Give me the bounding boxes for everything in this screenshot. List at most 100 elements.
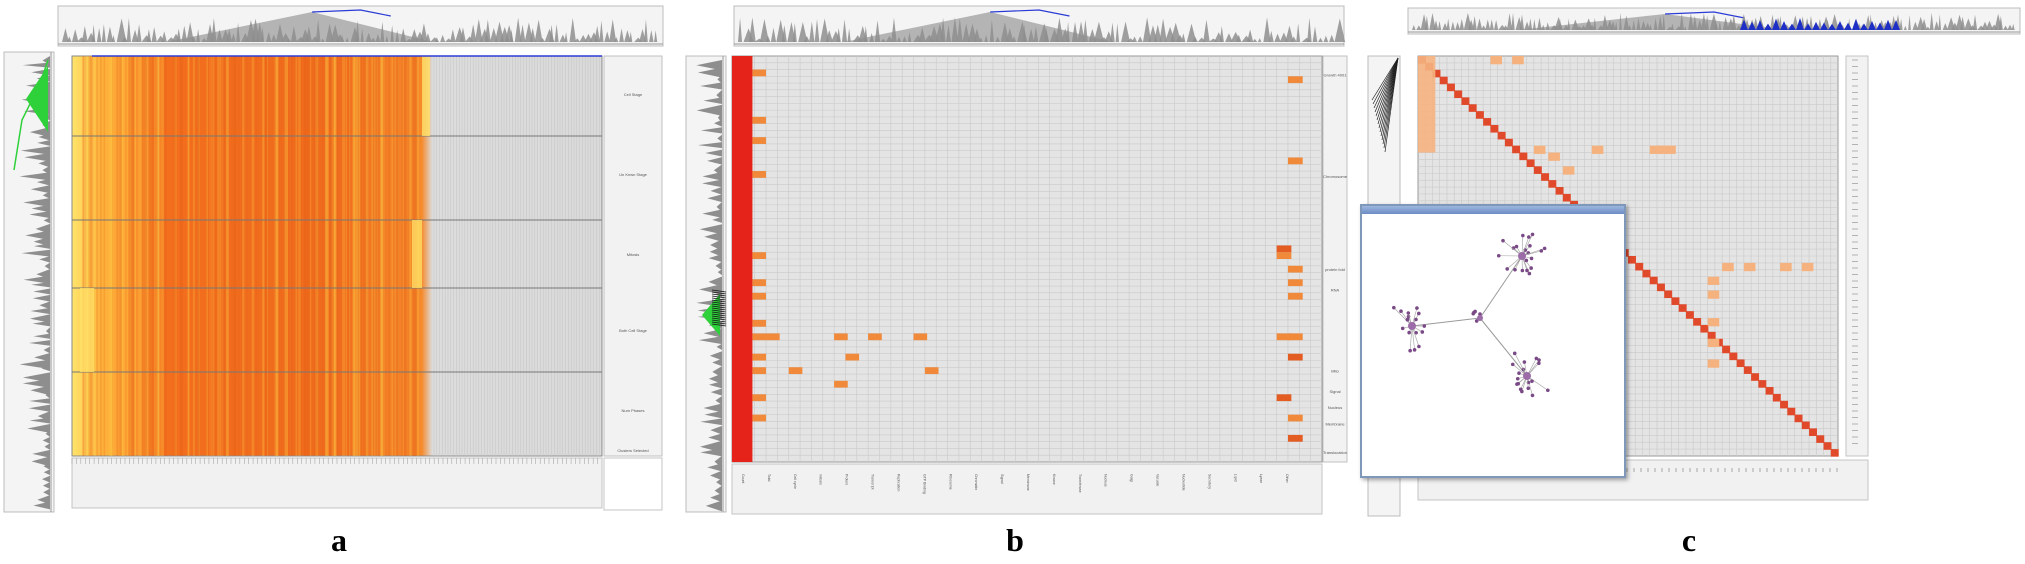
b-leaf-lines bbox=[711, 291, 727, 295]
a-heat-stripe bbox=[316, 56, 319, 456]
c-top-tree-clade bbox=[1545, 22, 1550, 30]
b-top-tree-clade bbox=[847, 28, 851, 42]
b-top-tree-clade bbox=[1257, 38, 1262, 42]
a-left-tree-clade bbox=[24, 152, 50, 162]
a-top-tree-clade bbox=[569, 17, 577, 42]
a-top-tree-clade bbox=[62, 28, 69, 42]
b-top-tree-clade bbox=[825, 30, 833, 42]
c-top-tree-clade bbox=[1511, 12, 1515, 30]
a-heat-stripe bbox=[321, 56, 324, 456]
heatmap-view[interactable]: Cell Stage Un Knwn Stage Mitosis Both Cell … bbox=[0, 0, 670, 520]
a-heat-stripe bbox=[246, 56, 248, 456]
a-heat-stripe bbox=[119, 56, 122, 456]
c-cell bbox=[1780, 262, 1792, 272]
b-leaf-lines bbox=[711, 323, 727, 327]
a-top-tree-clade bbox=[111, 35, 116, 42]
a-heat-stripe bbox=[331, 56, 334, 456]
a-heat-stripe bbox=[188, 56, 190, 456]
a-heat-stripe bbox=[102, 56, 105, 456]
b-cell bbox=[752, 367, 767, 375]
a-heat-stripe bbox=[90, 56, 94, 456]
a-top-tree-clade bbox=[619, 28, 624, 42]
c-diag-cell bbox=[1794, 414, 1803, 423]
a-top-tree-clade bbox=[96, 28, 102, 42]
a-corner-box bbox=[603, 457, 663, 511]
a-heat-stripe bbox=[277, 56, 281, 456]
b-column-label: Nucleus bbox=[1104, 474, 1108, 487]
a-left-tree-clade bbox=[33, 288, 50, 295]
a-heat-stripe bbox=[274, 56, 278, 456]
network-popup-window[interactable] bbox=[1360, 204, 1626, 478]
net-node bbox=[1417, 311, 1421, 316]
b-top-tree-clade bbox=[1296, 23, 1301, 42]
net-node bbox=[1512, 351, 1517, 356]
a-heat-stripe bbox=[156, 56, 159, 456]
b-cell bbox=[868, 333, 882, 341]
a-heat-stripe bbox=[365, 56, 368, 456]
c-top-tree-clade bbox=[1714, 21, 1718, 30]
b-cell bbox=[924, 367, 939, 375]
b-column-label: Lyase bbox=[1259, 474, 1263, 483]
a-left-tree-clade bbox=[39, 256, 50, 263]
b-top-tree-clade bbox=[1334, 18, 1346, 42]
c-diag-cell bbox=[1823, 442, 1832, 450]
c-top-tree-clade bbox=[1662, 13, 1666, 30]
net-node bbox=[1515, 376, 1520, 381]
c-cell bbox=[1490, 56, 1502, 65]
network-graph[interactable] bbox=[1362, 206, 1624, 466]
b-cell bbox=[752, 69, 767, 77]
b-left-tree-clade bbox=[705, 149, 722, 157]
b-left-tree-clade bbox=[704, 410, 722, 419]
a-top-tree-clade bbox=[81, 26, 88, 42]
c-cell bbox=[1664, 145, 1676, 154]
b-cell bbox=[752, 116, 767, 124]
net-node bbox=[1474, 319, 1479, 323]
b-left-tree-clade bbox=[700, 127, 722, 134]
c-top-tree-clade bbox=[1489, 19, 1494, 30]
b-left-tree-clade bbox=[708, 381, 722, 389]
a-heat-stripe bbox=[266, 56, 268, 456]
b-top-tree-clade bbox=[1192, 36, 1198, 42]
a-row-label: Un Knwn Stage bbox=[619, 172, 648, 177]
a-left-tree-clade bbox=[41, 475, 50, 483]
a-heat-stripe bbox=[211, 56, 215, 456]
b-column-label: mitosis bbox=[819, 474, 823, 485]
c-diag-cell bbox=[1780, 400, 1789, 409]
b-left-tree-clade bbox=[699, 224, 722, 235]
c-blue-clade bbox=[1780, 21, 1788, 30]
a-heat-stripe bbox=[226, 56, 230, 456]
c-cell bbox=[1512, 56, 1524, 65]
a-left-tree-clade bbox=[20, 146, 50, 155]
b-top-tree-clade bbox=[1307, 17, 1312, 42]
c-top-tree-clade bbox=[1437, 21, 1442, 30]
c-top-tree-clade bbox=[1519, 14, 1525, 30]
annotation-matrix-view[interactable]: Count Total Cell cycle mitosis Protein Transc… bbox=[682, 0, 1352, 520]
a-heat-stripe bbox=[401, 56, 403, 456]
b-left-tree-clade bbox=[710, 493, 722, 503]
b-top-tree-clade bbox=[738, 17, 743, 42]
b-left-tree-clade bbox=[717, 269, 722, 276]
b-top-tree-clade bbox=[820, 18, 830, 42]
b-top-tree-clade bbox=[1170, 22, 1182, 42]
a-heat-stripe bbox=[158, 56, 161, 456]
a-left-tree-clade bbox=[22, 62, 50, 68]
b-left-tree-clade bbox=[700, 448, 722, 457]
b-cell bbox=[1287, 76, 1303, 84]
b-left-tree-clade bbox=[710, 425, 722, 435]
popup-title-bar[interactable] bbox=[1362, 206, 1624, 214]
a-heat-stripe bbox=[374, 56, 377, 456]
b-top-tree-clade bbox=[973, 28, 981, 42]
net-node bbox=[1496, 253, 1501, 258]
c-top-tree-clade bbox=[1593, 17, 1597, 30]
c-top-tree-clade bbox=[1972, 14, 1978, 30]
a-heat-stripe bbox=[310, 56, 312, 456]
a-heat-stripe bbox=[157, 56, 160, 456]
net-node bbox=[1542, 246, 1547, 251]
b-top-tree-clade bbox=[874, 20, 881, 42]
net-node bbox=[1534, 356, 1539, 361]
b-top-tree-clade bbox=[1022, 24, 1026, 42]
a-heat-stripe bbox=[134, 56, 136, 456]
net-node bbox=[1414, 330, 1418, 335]
a-heat-stripe bbox=[276, 56, 279, 456]
b-left-tree-clade bbox=[714, 119, 722, 127]
